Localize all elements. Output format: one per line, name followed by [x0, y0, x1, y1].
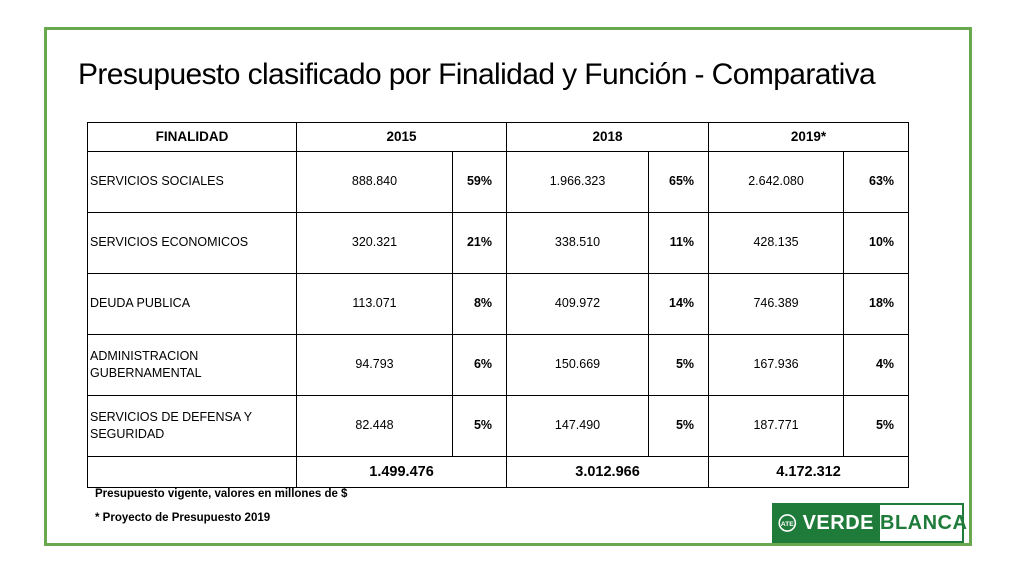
percent-2015: 21% [451, 212, 508, 274]
header-2019: 2019* [708, 122, 910, 152]
percent-2015: 8% [451, 273, 508, 335]
logo-emblem-text: ATE [781, 521, 795, 528]
percent-2019: 5% [843, 395, 910, 457]
header-2015: 2015 [295, 122, 508, 152]
page-title: Presupuesto clasificado por Finalidad y … [78, 58, 876, 91]
percent-2019: 18% [843, 273, 910, 335]
percent-2019: 63% [843, 151, 910, 213]
footnote-budget: Presupuesto vigente, valores en millones… [95, 488, 348, 500]
row-label: SERVICIOS ECONOMICOS [87, 212, 297, 274]
row-label: SERVICIOS SOCIALES [87, 151, 297, 213]
value-2019: 746.389 [708, 273, 845, 335]
row-label: SERVICIOS DE DEFENSA Y SEGURIDAD [87, 395, 297, 457]
total-2019: 4.172.312 [708, 456, 910, 488]
table-row: SERVICIOS SOCIALES 888.840 59% 1.966.323… [87, 151, 910, 213]
percent-2019: 10% [843, 212, 910, 274]
value-2015: 94.793 [296, 334, 453, 396]
value-2019: 167.936 [708, 334, 845, 396]
value-2015: 82.448 [296, 395, 453, 457]
row-label: DEUDA PUBLICA [87, 273, 297, 335]
value-2018: 1.966.323 [506, 151, 650, 213]
logo-green-panel: ATE VERDE [774, 505, 880, 541]
totals-label-cell [87, 456, 297, 488]
table-row: SERVICIOS DE DEFENSA Y SEGURIDAD 82.448 … [87, 395, 910, 457]
logo-blanca-text: BLANCA [880, 511, 968, 534]
table-row: SERVICIOS ECONOMICOS 320.321 21% 338.510… [87, 212, 910, 274]
logo-verde-text: VERDE [802, 511, 874, 534]
percent-2018: 11% [648, 212, 710, 274]
percent-2019: 4% [843, 334, 910, 396]
header-2018: 2018 [506, 122, 710, 152]
value-2015: 113.071 [296, 273, 453, 335]
value-2015: 320.321 [296, 212, 453, 274]
percent-2018: 65% [648, 151, 710, 213]
percent-2015: 59% [451, 151, 508, 213]
value-2018: 147.490 [506, 395, 650, 457]
table-row: ADMINISTRACION GUBERNAMENTAL 94.793 6% 1… [87, 334, 910, 396]
row-label: ADMINISTRACION GUBERNAMENTAL [87, 334, 297, 396]
total-2015: 1.499.476 [295, 456, 508, 488]
footnote-project: * Proyecto de Presupuesto 2019 [95, 512, 271, 524]
totals-row: 1.499.476 3.012.966 4.172.312 [87, 456, 910, 488]
table-row: DEUDA PUBLICA 113.071 8% 409.972 14% 746… [87, 273, 910, 335]
budget-table: FINALIDAD 2015 2018 2019* SERVICIOS SOCI… [87, 122, 910, 488]
percent-2015: 6% [451, 334, 508, 396]
value-2019: 2.642.080 [708, 151, 845, 213]
percent-2018: 5% [648, 395, 710, 457]
percent-2018: 5% [648, 334, 710, 396]
value-2019: 428.135 [708, 212, 845, 274]
percent-2015: 5% [451, 395, 508, 457]
ate-emblem-icon: ATE [778, 514, 797, 532]
value-2019: 187.771 [708, 395, 845, 457]
value-2015: 888.840 [296, 151, 453, 213]
table-header-row: FINALIDAD 2015 2018 2019* [87, 122, 910, 152]
slide-frame [44, 27, 972, 546]
total-2018: 3.012.966 [506, 456, 710, 488]
header-finalidad: FINALIDAD [87, 122, 297, 152]
value-2018: 150.669 [506, 334, 650, 396]
value-2018: 338.510 [506, 212, 650, 274]
ate-logo: ATE VERDE BLANCA [772, 503, 968, 543]
percent-2018: 14% [648, 273, 710, 335]
value-2018: 409.972 [506, 273, 650, 335]
